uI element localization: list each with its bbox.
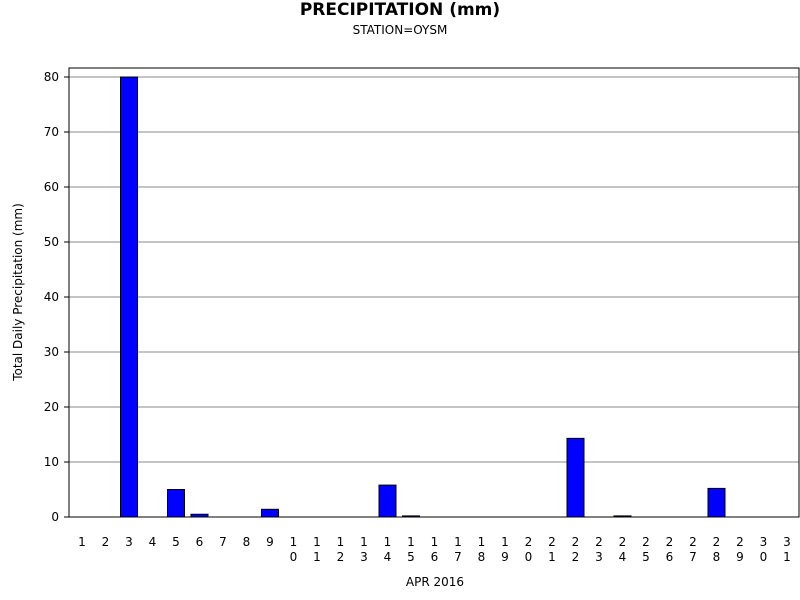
x-tick-label: 1 [78,535,86,549]
bar-apr-9 [261,508,279,518]
bars [120,76,726,518]
bar-apr-28 [707,487,726,518]
y-tick-label: 50 [44,235,59,249]
x-tick-label: 7 [219,535,227,549]
bar-apr-3 [120,76,138,518]
x-tick-label: 2 [102,535,110,549]
plot-area-frame [68,67,800,518]
y-tick-label: 30 [44,345,59,359]
y-axis-label: Total Daily Precipitation (mm) [11,203,25,382]
y-tick-label: 60 [44,180,59,194]
chart-subtitle: STATION=OYSM [352,23,448,37]
x-tick-label: 8 [243,535,251,549]
x-tick-label: 3 [125,535,133,549]
x-axis: 1 2 3 4 5 6 7 8 9 1 01 11 21 31 41 51 61 71 81 92 02 12 22 32 42… [78,535,791,564]
y-tick-label: 10 [44,455,59,469]
x-tick-label: 5 [172,535,180,549]
y-tick-label: 80 [44,70,59,84]
x-tick-label: 4 [149,535,157,549]
chart-title: PRECIPITATION (mm) [299,0,501,20]
bar-apr-14 [378,484,397,518]
bar-apr-22 [566,437,585,518]
y-tick-label: 20 [44,400,59,414]
x-tick-label: 9 [266,535,274,549]
x-axis-label: APR 2016 [406,575,464,589]
bar-apr-5 [167,489,185,518]
y-tick-label: 70 [44,125,59,139]
x-tick-label: 6 [196,535,204,549]
gridlines [69,76,799,518]
y-axis: 0 10 20 30 40 50 60 70 80 [44,70,69,524]
y-tick-label: 0 [51,510,59,524]
y-tick-label: 40 [44,290,59,304]
